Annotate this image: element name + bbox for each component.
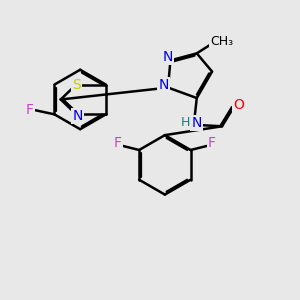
Text: H: H	[181, 116, 190, 129]
Text: N: N	[158, 78, 169, 92]
Text: S: S	[72, 78, 80, 92]
Text: N: N	[192, 116, 202, 130]
Text: F: F	[114, 136, 122, 150]
Text: F: F	[26, 103, 34, 117]
Text: N: N	[163, 50, 173, 64]
Text: F: F	[208, 136, 216, 150]
Text: N: N	[73, 109, 83, 123]
Text: O: O	[233, 98, 244, 112]
Text: CH₃: CH₃	[211, 35, 234, 48]
